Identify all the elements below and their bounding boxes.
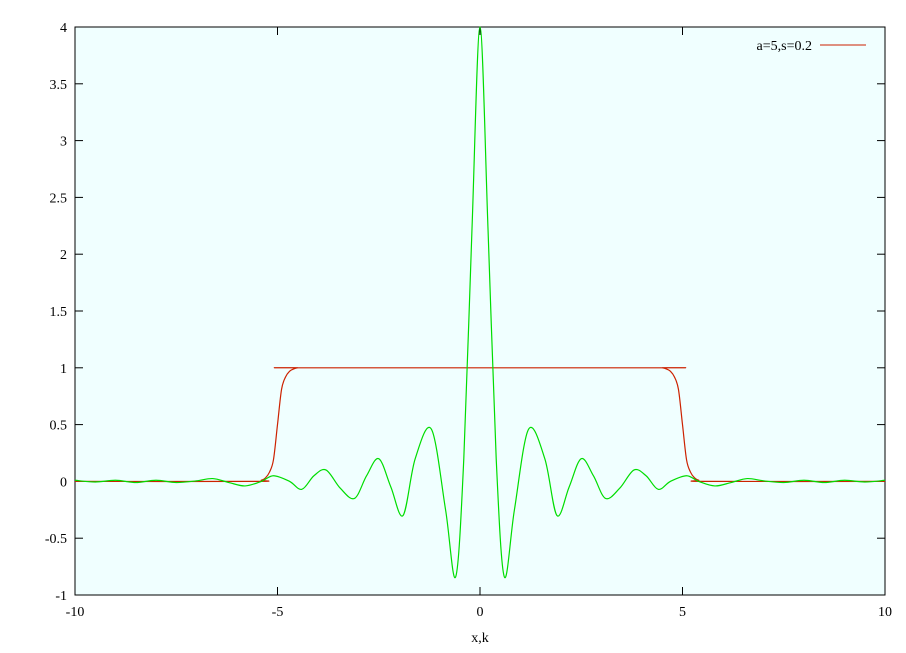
x-tick-label: -10 [66,605,85,620]
y-tick-label: 2.5 [50,191,68,206]
y-tick-label: 0 [60,475,67,490]
x-axis-label: x,k [471,631,489,646]
y-tick-label: 3.5 [50,78,68,93]
series-layer [74,26,886,579]
y-tick-label: 0.5 [50,419,68,434]
y-tick-label: -1 [55,589,67,604]
series-line-green [74,26,886,579]
x-tick-label: 5 [679,605,686,620]
plot-background [75,27,885,595]
y-tick-label: 1 [60,362,67,377]
x-tick-label: 0 [477,605,484,620]
legend-label: a=5,s=0.2 [757,39,812,54]
legend: a=5,s=0.2 [757,39,866,54]
y-tick-label: 3 [60,135,67,150]
y-tick-label: 1.5 [50,305,68,320]
y-tick-label: -0.5 [45,532,67,547]
x-tick-label: 10 [878,605,892,620]
x-tick-label: -5 [272,605,284,620]
series-line-red [74,367,886,483]
y-tick-label: 4 [60,21,67,36]
y-tick-label: 2 [60,248,67,263]
